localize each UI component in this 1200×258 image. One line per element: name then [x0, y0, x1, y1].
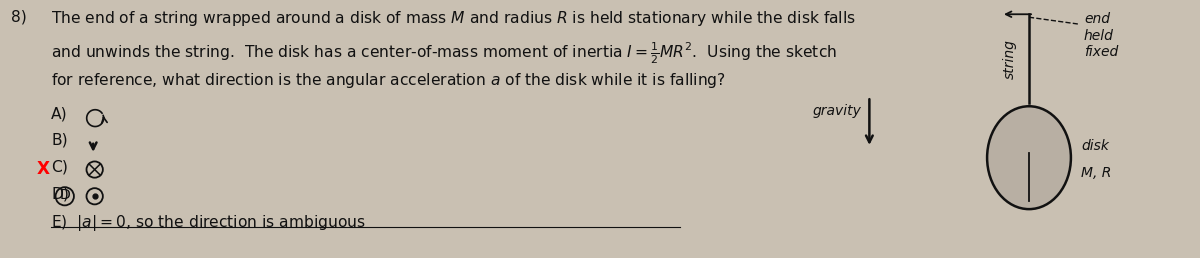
Text: D: D [59, 188, 70, 202]
Text: X: X [36, 160, 49, 178]
Text: 8): 8) [11, 9, 28, 24]
Text: fixed: fixed [1084, 45, 1118, 59]
Text: string: string [1003, 39, 1018, 79]
Text: for reference, what direction is the angular acceleration $a$ of the disk while : for reference, what direction is the ang… [52, 71, 726, 90]
Text: E)  $|a| = 0$, so the direction is ambiguous: E) $|a| = 0$, so the direction is ambigu… [52, 213, 366, 233]
Text: C): C) [52, 160, 68, 175]
Text: and unwinds the string.  The disk has a center-of-mass moment of inertia $I = \f: and unwinds the string. The disk has a c… [52, 40, 838, 66]
Text: end: end [1084, 12, 1110, 26]
Text: The end of a string wrapped around a disk of mass $M$ and radius $R$ is held sta: The end of a string wrapped around a dis… [52, 9, 857, 28]
Text: disk: disk [1081, 139, 1109, 153]
Text: gravity: gravity [812, 104, 862, 118]
Text: B): B) [52, 133, 68, 148]
Text: A): A) [52, 106, 68, 121]
Text: D): D) [52, 186, 70, 201]
Text: M, R: M, R [1081, 166, 1111, 180]
Ellipse shape [988, 106, 1070, 209]
Text: held: held [1084, 29, 1114, 43]
